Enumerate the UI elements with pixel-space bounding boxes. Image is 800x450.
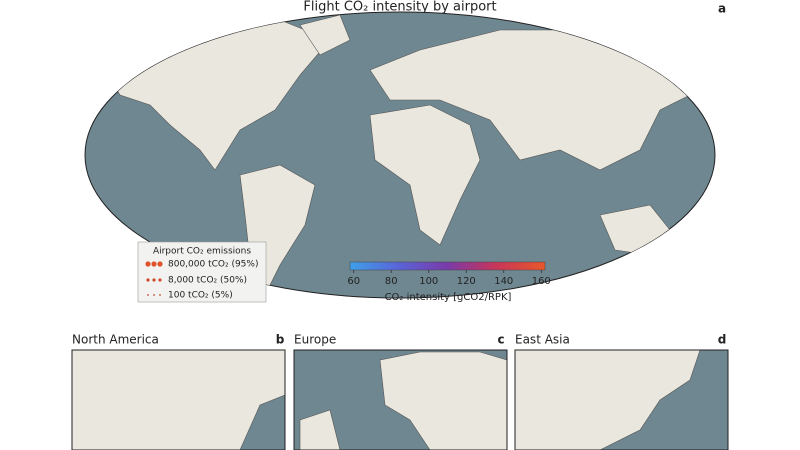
panel-label: a: [718, 2, 726, 16]
colorbar-tick-label: 120: [457, 276, 476, 287]
legend-entry: 100 tCO₂ (5%): [168, 291, 233, 301]
regional-panels: North America b Europe c East Asia d: [71, 333, 729, 450]
colorbar-tick-label: 140: [494, 276, 513, 287]
panel-title: East Asia: [515, 333, 570, 347]
legend-dot: [146, 278, 150, 282]
panel-label: b: [276, 333, 285, 347]
legend-dot: [147, 294, 149, 296]
legend-dot: [159, 294, 161, 296]
legend-entry: 8,000 tCO₂ (50%): [168, 276, 247, 286]
legend-dot: [158, 278, 162, 282]
colorbar-tick-label: 80: [385, 276, 398, 287]
title: Flight CO₂ intensity by airport: [303, 0, 496, 15]
legend-dot: [153, 294, 155, 296]
colorbar-tick-label: 100: [419, 276, 438, 287]
legend-dot: [151, 261, 157, 267]
colorbar-tick-label: 60: [347, 276, 360, 287]
panel-label: d: [718, 333, 727, 347]
panel-label: c: [497, 333, 504, 347]
colorbar-label: CO₂ intensity [gCO2/RPK]: [385, 292, 512, 303]
legend-dot: [145, 261, 151, 267]
legend-dot: [152, 278, 156, 282]
legend-title: Airport CO₂ emissions: [153, 247, 251, 257]
legend-dot: [157, 261, 163, 267]
legend: Airport CO₂ emissions 800,000 tCO₂ (95%)…: [137, 241, 267, 303]
panel-title: Europe: [294, 333, 336, 347]
colorbar: CO₂ intensity [gCO2/RPK] 60 80 100 120 140 16…: [347, 261, 551, 303]
colorbar-tick-label: 160: [532, 276, 551, 287]
panel-title: North America: [72, 333, 159, 347]
legend-entry: 800,000 tCO₂ (95%): [168, 260, 258, 270]
